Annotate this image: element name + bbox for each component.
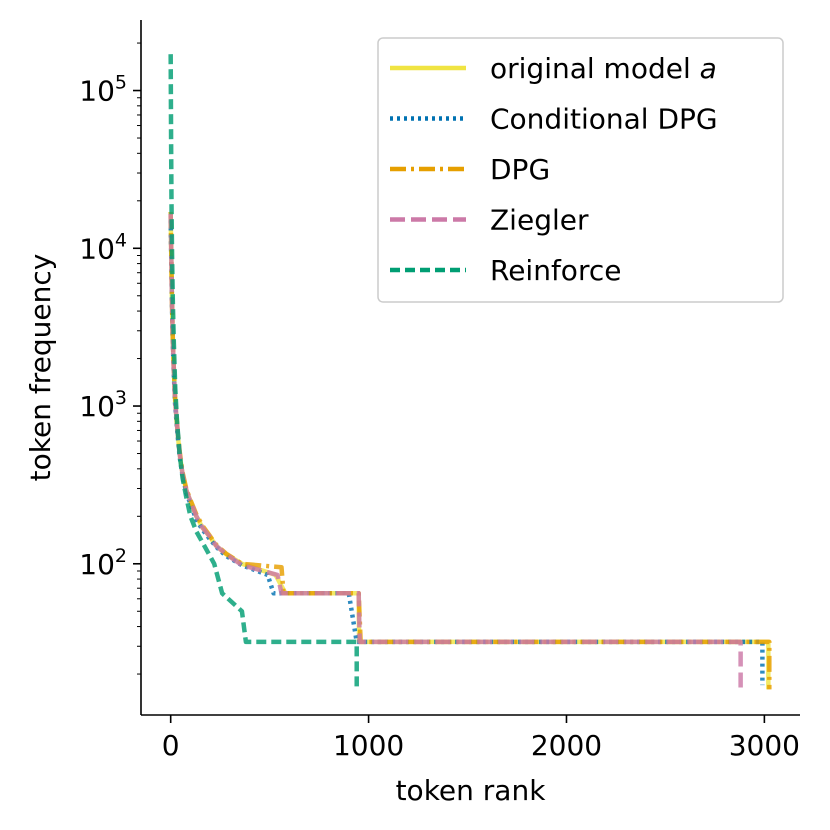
y-tick-label: 102	[79, 545, 127, 581]
x-axis-label: token rank	[396, 774, 547, 807]
x-tick-label: 2000	[531, 729, 602, 762]
legend-label: original model a	[490, 52, 717, 85]
plot-area	[168, 54, 772, 690]
legend-box	[377, 37, 784, 303]
legend-label: Conditional DPG	[490, 103, 718, 136]
y-tick-label: 105	[79, 72, 127, 108]
x-tick-label: 1000	[333, 729, 404, 762]
y-tick-label: 103	[79, 387, 127, 423]
axis-ticks: 0 1000 2000 3000 102 103 104 105	[79, 42, 800, 762]
series-line-3	[168, 213, 743, 690]
y-tick-label: 104	[79, 229, 127, 265]
legend-label: Ziegler	[490, 204, 589, 237]
legend-label: Reinforce	[490, 254, 621, 287]
x-tick-label: 0	[162, 729, 180, 762]
legend: original model a Conditional DPG DPG Ziegle…	[377, 37, 784, 303]
y-axis-label: token frequency	[24, 254, 57, 482]
legend-label: DPG	[490, 153, 550, 186]
x-tick-label: 3000	[729, 729, 800, 762]
